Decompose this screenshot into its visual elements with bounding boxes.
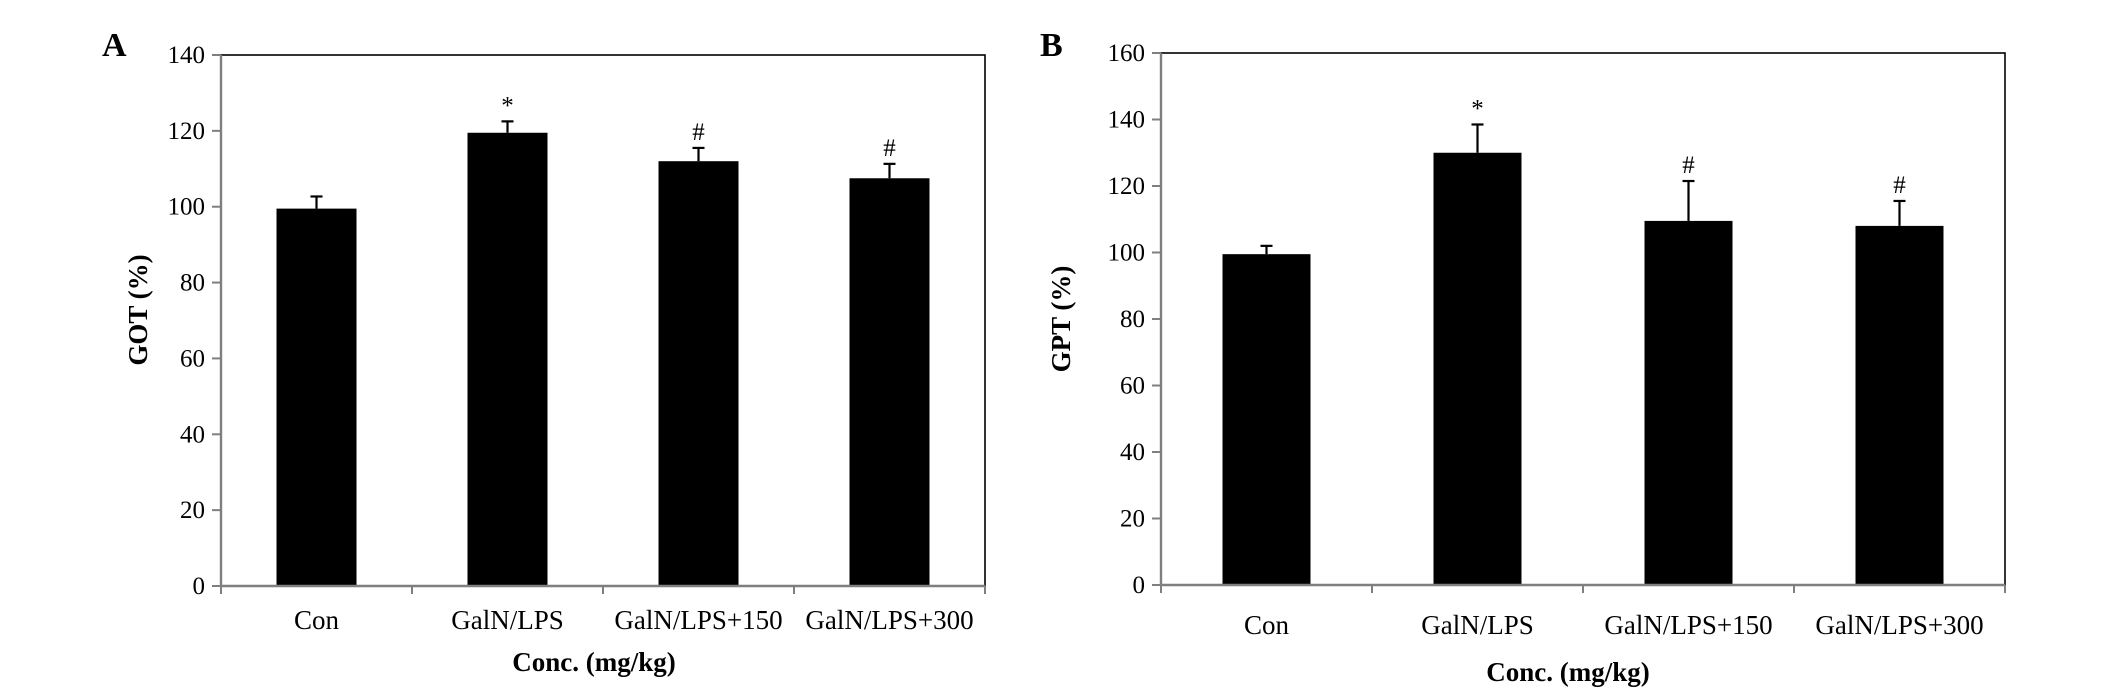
panel-b-letter: B [1040,27,1063,64]
x-tick-label: GalN/LPS+300 [805,605,973,635]
panel-a-x-axis: Con GalN/LPS GalN/LPS+150 GalN/LPS+300 [220,584,986,635]
panel-b-error-bars [1260,123,1906,255]
significance-mark: # [1682,152,1695,179]
panel-b-y-axis-label: GPT (%) [1046,266,1076,373]
bar-galn-lps-300 [1855,225,1944,585]
significance-mark: # [692,119,705,146]
x-tick-label: GalN/LPS+300 [1815,610,1983,640]
y-tick-label: 100 [1108,240,1146,267]
bar-galn-lps-150 [658,161,739,586]
y-tick-label: 80 [1120,306,1145,333]
y-tick-label: 120 [168,118,206,145]
y-tick-label: 20 [180,497,205,524]
y-tick-label: 120 [1108,173,1146,200]
x-tick-label: GalN/LPS+150 [1604,610,1772,640]
panel-b-significance-marks: * # # [1471,95,1906,198]
panel-a-error-bars [310,120,896,209]
y-tick-label: 60 [1120,373,1145,400]
y-tick-label: 140 [1108,107,1146,134]
panel-b-x-axis-label: Conc. (mg/kg) [1486,657,1650,687]
y-tick-label: 40 [1120,439,1145,466]
panel-a-y-axis: 0 20 40 60 80 100 120 140 [168,42,223,600]
y-tick-label: 100 [168,194,206,221]
significance-mark: * [501,92,514,119]
y-tick-label: 0 [193,573,206,600]
significance-mark: * [1471,95,1484,122]
y-tick-label: 140 [168,42,206,69]
panel-b-y-axis: 0 20 40 60 80 100 120 140 160 [1108,40,1163,599]
y-tick-label: 40 [180,421,205,448]
significance-mark: # [883,135,896,162]
panel-a-bars [276,132,930,586]
panel-a-significance-marks: * # # [501,92,896,161]
y-tick-label: 0 [1133,572,1146,599]
panel-a-chart: A GOT (%) Conc. (mg/kg) * # # 0 20 40 60 80 100… [102,27,986,677]
bar-con [276,208,357,586]
y-tick-label: 60 [180,345,205,372]
x-tick-label: Con [294,605,340,635]
y-tick-label: 160 [1108,40,1146,67]
panel-b-bars [1222,152,1944,585]
bar-galn-lps-150 [1644,220,1733,585]
significance-mark: # [1893,172,1906,199]
bar-galn-lps [467,132,548,586]
x-tick-label: GalN/LPS [1421,610,1534,640]
panel-a-x-axis-label: Conc. (mg/kg) [512,647,676,677]
bar-con [1222,254,1311,585]
panel-a-y-axis-label: GOT (%) [123,254,153,365]
panel-b-chart: B GPT (%) Conc. (mg/kg) * # # 0 20 40 60 80 100… [1040,27,2006,687]
x-tick-label: Con [1244,610,1290,640]
y-tick-label: 80 [180,270,205,297]
x-tick-label: GalN/LPS [451,605,564,635]
y-tick-label: 20 [1120,506,1145,533]
bar-galn-lps-300 [849,178,930,586]
bar-galn-lps [1433,152,1522,585]
panel-b-x-axis: Con GalN/LPS GalN/LPS+150 GalN/LPS+300 [1160,583,2006,640]
x-tick-label: GalN/LPS+150 [614,605,782,635]
panel-a-letter: A [102,27,127,64]
